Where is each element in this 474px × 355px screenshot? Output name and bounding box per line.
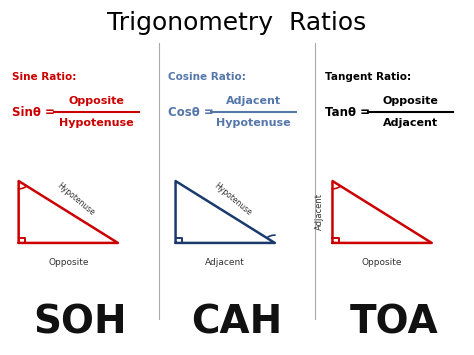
Text: Opposite: Opposite [69,97,125,106]
Text: Adjacent: Adjacent [226,97,281,106]
Text: Sine Ratio:: Sine Ratio: [11,72,76,82]
Text: CAH: CAH [191,304,283,342]
Text: Hypotenuse: Hypotenuse [59,118,134,128]
Text: Tangent Ratio:: Tangent Ratio: [325,72,411,82]
Text: Trigonometry  Ratios: Trigonometry Ratios [108,11,366,35]
Text: Tanθ =: Tanθ = [325,105,374,119]
Text: SOH: SOH [33,304,127,342]
Text: Cosθ =: Cosθ = [168,105,219,119]
Text: Adjacent: Adjacent [315,193,324,230]
Text: Opposite: Opposite [383,97,438,106]
Text: Hypotenuse: Hypotenuse [216,118,291,128]
Text: Opposite: Opposite [48,258,89,267]
Text: Hypotenuse: Hypotenuse [56,181,97,217]
Text: Adjacent: Adjacent [383,118,438,128]
Text: Adjacent: Adjacent [205,258,245,267]
Text: Hypotenuse: Hypotenuse [213,181,254,217]
Text: Opposite: Opposite [362,258,402,267]
Text: Cosine Ratio:: Cosine Ratio: [168,72,246,82]
Text: Sinθ =: Sinθ = [11,105,59,119]
Text: TOA: TOA [349,304,438,342]
